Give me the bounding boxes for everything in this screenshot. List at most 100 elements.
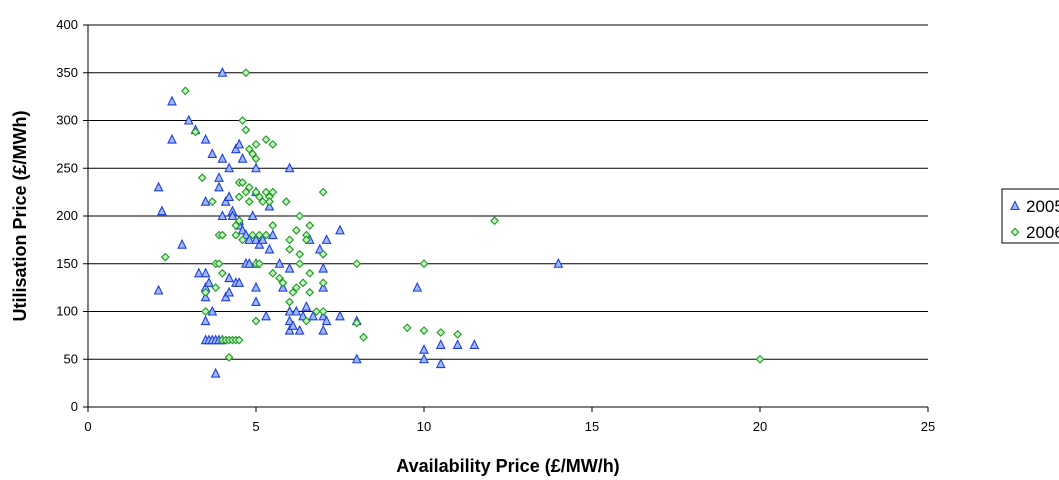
data-point — [157, 205, 167, 216]
data-point — [181, 86, 190, 96]
data-point — [197, 173, 207, 183]
y-tick-label: 300 — [56, 113, 78, 128]
data-point — [220, 195, 231, 206]
data-point — [254, 259, 264, 269]
data-point — [419, 343, 429, 354]
data-point — [264, 243, 275, 254]
data-point — [193, 267, 204, 278]
data-point — [268, 139, 278, 149]
data-point — [305, 221, 315, 230]
y-tick-label: 50 — [64, 351, 78, 366]
data-point — [419, 326, 429, 335]
data-point — [251, 296, 261, 307]
data-point — [248, 149, 258, 159]
data-point — [254, 192, 264, 202]
data-point — [285, 297, 294, 307]
data-point — [265, 197, 274, 207]
data-point — [318, 262, 329, 273]
legend: 2005-6 2006-7 — [1001, 188, 1059, 244]
data-point — [251, 139, 261, 149]
data-point — [261, 310, 271, 321]
data-point — [224, 352, 234, 362]
data-point — [251, 187, 261, 197]
data-point — [301, 300, 312, 311]
data-point — [284, 262, 295, 273]
data-point — [153, 284, 164, 295]
data-point — [214, 181, 224, 192]
data-point — [352, 318, 362, 328]
data-point — [251, 154, 261, 164]
data-point — [268, 187, 278, 197]
y-tick-label: 0 — [71, 399, 78, 414]
data-point — [244, 258, 255, 268]
data-point — [177, 238, 187, 249]
data-points — [153, 67, 765, 378]
data-point — [191, 127, 200, 137]
data-point — [258, 197, 268, 207]
y-tick-label: 100 — [56, 304, 78, 319]
data-point — [285, 245, 294, 254]
data-point — [275, 273, 284, 283]
gridlines — [83, 24, 928, 408]
y-tick-label: 350 — [56, 65, 78, 80]
data-point — [251, 316, 261, 326]
data-point — [268, 268, 278, 278]
data-point — [207, 305, 218, 316]
data-point — [254, 238, 265, 249]
data-point — [234, 138, 245, 149]
data-point — [469, 339, 480, 349]
data-point — [234, 192, 244, 202]
data-point — [261, 187, 271, 197]
data-point — [294, 324, 305, 335]
data-point — [318, 307, 328, 316]
data-point — [284, 324, 295, 335]
data-point — [214, 172, 224, 182]
data-point — [284, 305, 295, 316]
data-point — [251, 162, 261, 173]
data-point — [238, 116, 247, 125]
data-point — [234, 216, 244, 226]
data-point — [298, 278, 308, 288]
data-point — [241, 187, 251, 197]
data-point — [238, 235, 247, 245]
data-point — [224, 286, 235, 297]
data-point — [284, 315, 295, 326]
data-point — [284, 162, 295, 173]
axes — [87, 25, 929, 412]
data-point — [268, 221, 278, 230]
data-point — [288, 288, 298, 297]
y-tick-labels: 0 50 100 150 200 250 300 350 400 — [56, 17, 78, 414]
data-point — [295, 211, 305, 221]
data-point — [160, 252, 170, 262]
data-point — [204, 277, 214, 287]
data-point — [251, 234, 261, 244]
legend-marker — [1010, 227, 1020, 237]
data-point — [553, 258, 564, 268]
data-point — [435, 339, 446, 349]
data-point — [261, 230, 271, 240]
y-tick-label: 250 — [56, 160, 78, 175]
data-point — [318, 249, 328, 259]
data-point — [200, 315, 211, 326]
data-point — [291, 225, 301, 235]
data-point — [207, 148, 218, 158]
data-point — [214, 259, 224, 269]
data-point — [261, 135, 271, 144]
legend-marker — [1010, 200, 1020, 211]
data-point — [217, 210, 228, 221]
data-point — [312, 307, 321, 316]
data-point — [318, 187, 328, 197]
data-point — [200, 133, 211, 144]
data-point — [167, 95, 177, 106]
data-point — [227, 210, 238, 221]
data-point — [244, 234, 255, 244]
data-point — [244, 144, 254, 154]
legend-label: 2006-7 — [1026, 223, 1059, 242]
data-point — [295, 249, 305, 259]
data-point — [321, 315, 332, 326]
data-point — [231, 221, 241, 230]
data-point — [402, 323, 412, 333]
data-point — [218, 230, 227, 240]
data-point — [217, 152, 228, 163]
